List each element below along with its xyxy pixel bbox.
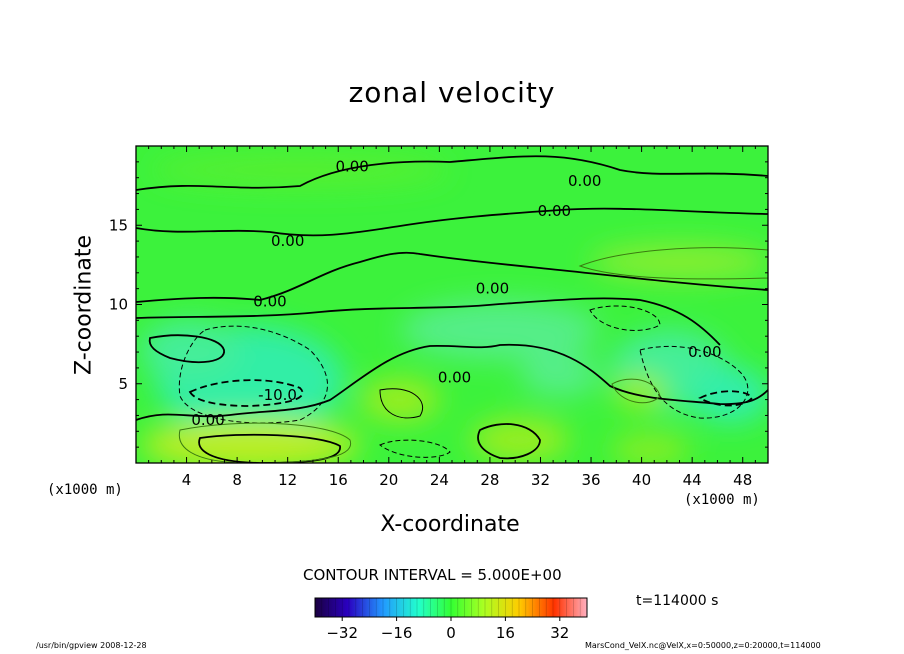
x-axis-unit-right: (x1000 m) xyxy=(684,492,760,508)
y-tick-label: 15 xyxy=(109,216,128,234)
colorbar-segments xyxy=(314,598,588,617)
colorbar-gradient xyxy=(315,598,587,617)
contour-label: 0.00 xyxy=(438,368,471,386)
contour-interval-text: CONTOUR INTERVAL = 5.000E+00 xyxy=(303,566,562,584)
chart-title: zonal velocity xyxy=(348,76,556,109)
x-tick-label: 40 xyxy=(632,471,651,489)
x-tick-label: 8 xyxy=(232,471,242,489)
colorbar-ticks: −32 −16 0 16 32 xyxy=(326,617,569,642)
contour-minus5-east xyxy=(639,345,749,419)
negative-contours xyxy=(178,305,754,458)
footer-program-date: /usr/bin/gpview 2008-12-28 xyxy=(36,641,147,650)
x-tick-label: 12 xyxy=(278,471,297,489)
colorbar-tick-label: −32 xyxy=(326,624,358,642)
y-tick-label: 10 xyxy=(109,296,128,314)
contour-minus10-east xyxy=(698,390,754,407)
x-tick-label: 16 xyxy=(329,471,348,489)
x-tick-label: 36 xyxy=(581,471,600,489)
colorbar-tick-label: −16 xyxy=(381,624,413,642)
positive-region-top xyxy=(150,152,450,188)
x-tick-label: 48 xyxy=(733,471,752,489)
contour-zero-closed-2 xyxy=(477,423,541,460)
contour-zero-5 xyxy=(136,343,768,421)
x-tick-label: 20 xyxy=(379,471,398,489)
contour-minus5-east2 xyxy=(589,305,661,331)
x-tick-label: 4 xyxy=(182,471,192,489)
x-tick-label: 24 xyxy=(430,471,449,489)
contour-label: -10.0 xyxy=(258,386,297,404)
contour-zero-closed-4 xyxy=(379,388,423,419)
contour-plus5-upper xyxy=(578,247,768,280)
contour-label: 0.00 xyxy=(253,292,286,310)
negative-region-center xyxy=(400,300,600,360)
x-axis-label: X-coordinate xyxy=(380,512,520,537)
contour-label: 0.00 xyxy=(568,172,601,190)
contour-zero-4 xyxy=(136,297,721,346)
contour-minus5-bottom xyxy=(379,439,451,458)
y-tick-label: 5 xyxy=(118,375,128,393)
contour-label: 0.00 xyxy=(335,158,368,176)
contour-minus5-west xyxy=(178,325,328,424)
positive-region-bottom xyxy=(140,419,360,463)
contour-zero-1 xyxy=(136,155,768,191)
x-axis-ticks: 4 8 12 16 20 24 28 32 36 40 44 48 xyxy=(148,146,756,489)
y-axis-ticks: 5 10 15 xyxy=(109,161,768,448)
positive-contours xyxy=(178,247,768,463)
zero-contours xyxy=(136,155,768,463)
footer-data-source: MarsCond_VelX.nc@VelX,x=0:50000,z=0:2000… xyxy=(585,641,821,650)
time-label: t=114000 s xyxy=(636,593,719,609)
contour-plus5-bottom xyxy=(178,422,352,463)
x-tick-label: 32 xyxy=(531,471,550,489)
contour-label: 0.00 xyxy=(191,411,224,429)
positive-region-upper xyxy=(590,244,768,280)
contour-zero-3 xyxy=(136,251,768,303)
colorbar: −32 −16 0 16 32 xyxy=(314,597,588,642)
positive-region-mid xyxy=(360,378,440,422)
positive-region-bottom2 xyxy=(470,418,570,462)
contour-minus10 xyxy=(188,379,304,407)
contour-zero-2 xyxy=(136,207,768,237)
x-tick-label: 44 xyxy=(683,471,702,489)
colorbar-tick-label: 16 xyxy=(496,624,515,642)
positive-region-bottom3 xyxy=(610,434,690,463)
contour-label: 0.00 xyxy=(538,202,571,220)
velocity-field: 0.00 0.00 0.00 0.00 0.00 0.00 0.00 0.00 0.00 -10.… xyxy=(136,146,768,463)
contour-label: 0.00 xyxy=(476,280,509,298)
contour-label: 0.00 xyxy=(688,343,721,361)
contour-zero-closed-1 xyxy=(148,334,225,364)
contour-labels: 0.00 0.00 0.00 0.00 0.00 0.00 0.00 0.00 0.00 -10.… xyxy=(191,158,721,430)
x-tick-label: 28 xyxy=(480,471,499,489)
colorbar-tick-label: 0 xyxy=(446,624,456,642)
contour-label: 0.00 xyxy=(271,232,304,250)
colorbar-tick-label: 32 xyxy=(550,624,569,642)
contour-plus5-east xyxy=(611,378,661,404)
negative-region-east2 xyxy=(690,367,768,423)
negative-region-center2 xyxy=(520,353,600,397)
x-axis-unit-left: (x1000 m) xyxy=(47,482,123,498)
